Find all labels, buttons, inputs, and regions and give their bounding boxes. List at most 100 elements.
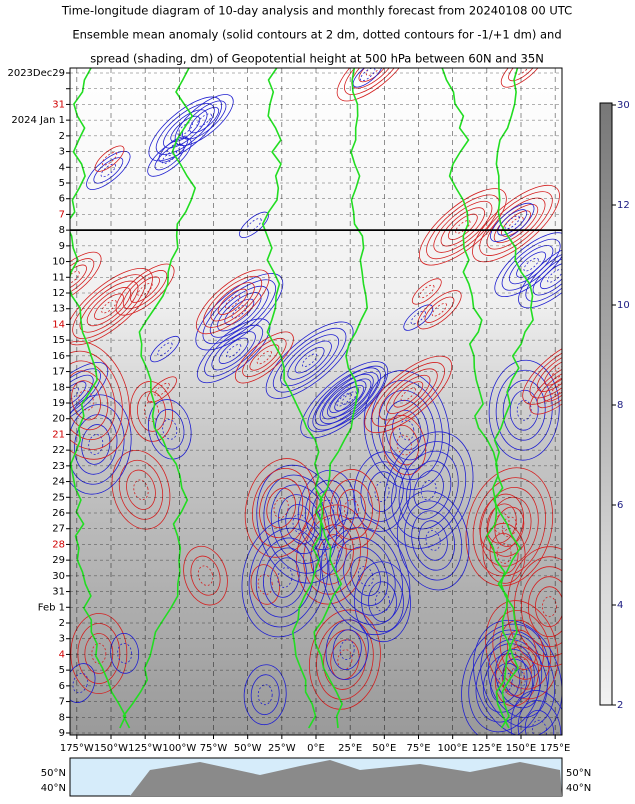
contour [309, 609, 381, 710]
contour [270, 557, 300, 598]
contour [400, 387, 416, 402]
y-tick-label: 17 [52, 367, 65, 378]
contour [525, 250, 562, 302]
y-tick-label: 18 [52, 382, 65, 393]
contour [480, 629, 556, 728]
contour [70, 663, 96, 703]
contour [516, 399, 532, 421]
x-tick-label: 100°E [437, 743, 467, 754]
contour [243, 664, 287, 726]
contour [403, 304, 434, 331]
y-tick-label: 28 [52, 539, 65, 550]
y-tick-label: 22 [52, 445, 65, 456]
x-tick-label: 75°W [200, 743, 228, 754]
contour [129, 381, 173, 442]
contour [520, 566, 562, 648]
contour [482, 522, 526, 584]
y-tick-label: 10 [52, 257, 65, 268]
colorbar-label: 30 [617, 100, 630, 111]
contour [368, 581, 397, 623]
contour [162, 418, 178, 440]
contour [117, 642, 133, 664]
y-tick-label: 6 [59, 194, 65, 205]
colorbar-label: 10 [617, 300, 630, 311]
contour [536, 369, 562, 409]
colorbar-label: 6 [617, 500, 623, 511]
title-line: Ensemble mean anomaly (solid contours at… [72, 28, 561, 42]
contour [386, 374, 431, 414]
contour [431, 302, 448, 317]
contour [79, 280, 139, 333]
contour [70, 370, 109, 431]
contour [396, 434, 412, 456]
contour [334, 384, 365, 412]
contour [211, 331, 256, 371]
contour [398, 450, 459, 530]
contour [225, 343, 242, 358]
contour [461, 623, 550, 735]
contour [252, 468, 311, 548]
contour [329, 386, 360, 413]
contour [155, 103, 215, 155]
contour [411, 510, 455, 571]
x-tick-label: 125°E [472, 743, 502, 754]
contour [250, 564, 280, 605]
contour [336, 393, 352, 407]
contour [393, 381, 424, 408]
contour [527, 576, 562, 638]
contour [297, 469, 356, 551]
contour [337, 489, 366, 530]
contour [419, 284, 435, 299]
y-tick-label: 5 [59, 665, 65, 676]
y-tick-label: 26 [52, 508, 65, 519]
contour [101, 299, 117, 314]
contour [70, 350, 123, 450]
y-tick-label: 3 [59, 634, 65, 645]
colorbar-label: 12 [617, 200, 630, 211]
y-tick-label: 24 [52, 477, 65, 488]
zero-contour [441, 68, 518, 729]
contour [174, 94, 234, 146]
contour [177, 122, 193, 136]
contour [510, 690, 562, 735]
contour [433, 200, 493, 253]
contour [300, 361, 389, 439]
contour [147, 376, 177, 403]
map-label: 40°N [566, 783, 591, 794]
contour [534, 586, 562, 628]
contour [424, 296, 455, 323]
contour [344, 68, 403, 95]
contour [321, 517, 411, 636]
contour [197, 565, 214, 586]
contour [249, 344, 280, 371]
contour [389, 424, 419, 466]
contour [273, 497, 289, 519]
contour [217, 288, 248, 315]
contour [118, 459, 164, 520]
colorbar-label: 8 [617, 400, 623, 411]
contour [70, 267, 153, 346]
contour [524, 709, 555, 735]
y-tick-label: 27 [52, 524, 65, 535]
contour [88, 434, 104, 455]
contour [479, 191, 553, 256]
contour [365, 68, 382, 76]
contour [352, 68, 383, 88]
map-label: 40°N [41, 783, 66, 794]
y-tick-label: 13 [52, 304, 65, 315]
contour [324, 544, 340, 565]
contour [165, 142, 182, 157]
contour [287, 340, 332, 380]
contour [234, 331, 294, 384]
contour [504, 215, 520, 230]
y-tick-label: 19 [52, 398, 65, 409]
y-tick-label: 2 [59, 131, 65, 142]
contour [330, 479, 373, 540]
contour [502, 379, 546, 441]
y-tick-label: 9 [59, 728, 65, 739]
contour [110, 632, 140, 674]
y-tick-label: 5 [59, 178, 65, 189]
contour [210, 282, 255, 322]
contour [490, 662, 521, 703]
